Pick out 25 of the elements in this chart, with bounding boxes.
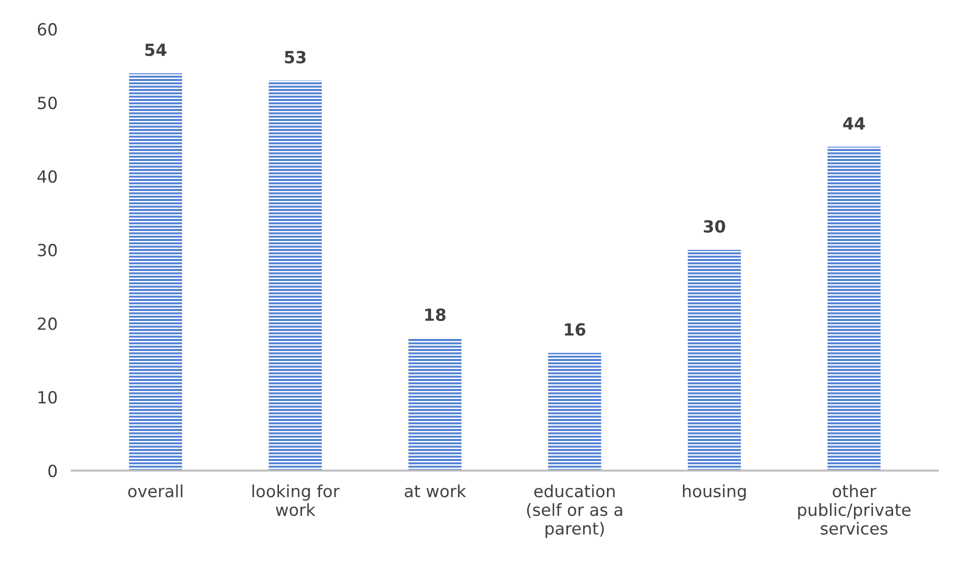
y-tick-label: 40 <box>37 170 57 183</box>
bar <box>408 338 462 471</box>
y-tick-label: 0 <box>48 464 57 478</box>
x-tick-label: other public/private services <box>798 484 910 535</box>
y-tick-label: 50 <box>38 96 57 110</box>
data-label: 53 <box>284 50 306 64</box>
data-label: 18 <box>425 308 446 322</box>
x-tick-label: looking for work <box>252 484 340 516</box>
y-tick-label: 10 <box>38 390 57 404</box>
bar <box>268 80 322 471</box>
bar <box>129 73 182 471</box>
y-tick-label: 20 <box>38 317 57 330</box>
x-tick-label: at work <box>404 484 466 498</box>
bar <box>688 250 741 471</box>
y-tick-label: 60 <box>38 23 57 36</box>
y-tick-label: 30 <box>38 244 57 256</box>
data-label: 30 <box>704 220 726 233</box>
x-tick-label: education (self or as a parent) <box>527 484 622 538</box>
x-tick-label: overall <box>128 484 182 498</box>
bar <box>548 352 602 471</box>
data-label: 44 <box>843 117 865 130</box>
data-label: 54 <box>145 44 166 56</box>
data-label: 16 <box>564 323 586 336</box>
bar <box>828 146 881 471</box>
x-tick-label: housing <box>682 484 746 501</box>
